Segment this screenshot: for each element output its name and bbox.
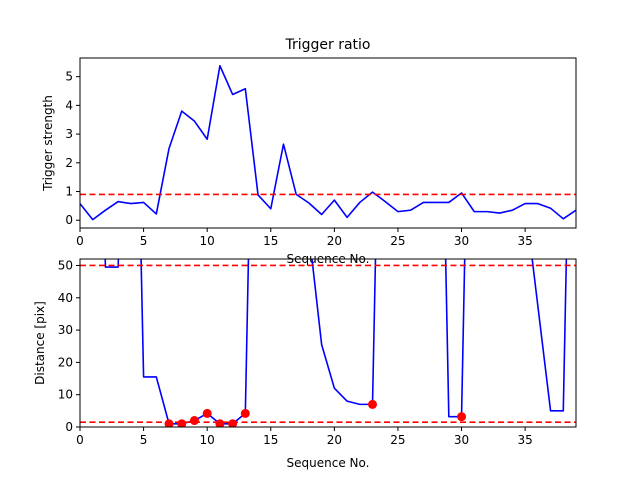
data-point [457,412,467,422]
y-tick-label: 0 [65,420,73,434]
x-tick-label: 10 [200,234,215,248]
data-point [368,399,378,409]
x-tick-label: 35 [517,234,532,248]
y-tick-label: 20 [58,355,73,369]
x-tick-label: 30 [454,433,469,447]
x-tick-label: 5 [140,234,148,248]
axes-frame [79,57,577,229]
series-line [80,64,576,221]
x-tick-label: 0 [76,234,84,248]
x-tick-label: 10 [200,433,215,447]
plot-area [80,259,576,427]
data-point [164,419,174,427]
y-tick-label: 40 [58,291,73,305]
x-tick-label: 15 [263,234,278,248]
y-tick-label: 10 [58,388,73,402]
y-tick-label: 0 [65,213,73,227]
x-tick-label: 0 [76,433,84,447]
distance-chart: 0 5 10 15 20 25 30 35 0 10 20 30 40 50 Sequence No. D… [33,258,577,470]
y-tick-label: 4 [65,98,73,112]
x-tick-label: 25 [390,433,405,447]
y-tick-label: 5 [65,70,73,84]
y-tick-label: 30 [58,323,73,337]
y-tick-label: 1 [65,185,73,199]
data-point [177,419,187,427]
y-tick-label: 50 [58,258,73,272]
x-tick-label: 15 [263,433,278,447]
x-tick-label: 20 [327,234,342,248]
y-axis-label: Trigger strength [41,95,55,192]
x-tick-label: 30 [454,234,469,248]
chart-title: Trigger ratio [284,37,370,53]
y-tick-label: 2 [65,156,73,170]
x-tick-label: 5 [140,433,148,447]
data-point [202,408,212,418]
axes-frame [79,258,577,428]
plot-area [80,64,576,221]
x-tick-label: 35 [517,433,532,447]
x-tick-label: 20 [327,433,342,447]
x-axis-label: Sequence No. [287,456,370,470]
x-tick-label: 25 [390,234,405,248]
data-point [228,419,238,427]
y-tick-label: 3 [65,127,73,141]
data-point [189,416,199,426]
axes: 0 5 10 15 20 25 30 35 0 1 2 3 4 5 [65,57,577,248]
y-axis-label: Distance [pix] [33,301,47,385]
data-point [215,419,225,427]
axes: 0 5 10 15 20 25 30 35 0 10 20 30 40 50 [58,258,577,447]
data-point [240,408,250,418]
